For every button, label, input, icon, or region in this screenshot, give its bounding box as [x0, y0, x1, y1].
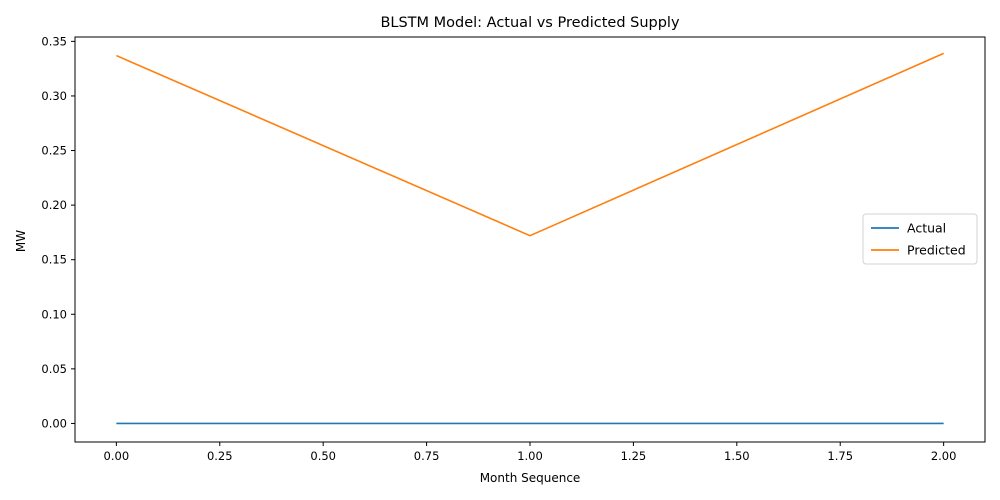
series-layer [116, 52, 944, 425]
y-tick-label: 0.15 [41, 253, 67, 267]
y-tick-label: 0.35 [41, 34, 67, 48]
legend-label-actual: Actual [907, 221, 946, 236]
chart-title: BLSTM Model: Actual vs Predicted Supply [380, 15, 680, 31]
x-tick-label: 1.25 [621, 449, 647, 463]
y-tick-label: 0.30 [41, 89, 67, 103]
x-tick-label: 0.75 [414, 449, 440, 463]
legend-label-predicted: Predicted [907, 243, 966, 258]
y-tick-label: 0.05 [41, 362, 67, 376]
x-tick-label: 1.75 [827, 449, 853, 463]
x-tick-label: 0.00 [104, 449, 130, 463]
ticks-layer: 0.00 0.25 0.50 0.75 1.00 1.25 1.50 1.75 2.00 0.00… [41, 34, 956, 463]
series-line-predicted [116, 52, 944, 237]
x-tick-label: 0.25 [207, 449, 233, 463]
legend: Actual Predicted [862, 213, 978, 265]
x-axis-label: Month Sequence [480, 471, 581, 485]
y-axis-label: MW [14, 230, 28, 252]
y-tick-label: 0.00 [41, 416, 67, 430]
y-tick-label: 0.10 [41, 307, 67, 321]
legend-box [862, 213, 978, 265]
y-tick-label: 0.25 [41, 144, 67, 158]
y-tick-label: 0.20 [41, 198, 67, 212]
x-tick-label: 0.50 [310, 449, 336, 463]
x-tick-label: 1.50 [724, 449, 750, 463]
x-tick-label: 2.00 [931, 449, 957, 463]
plot-frame [74, 36, 986, 443]
x-tick-label: 1.00 [517, 449, 543, 463]
